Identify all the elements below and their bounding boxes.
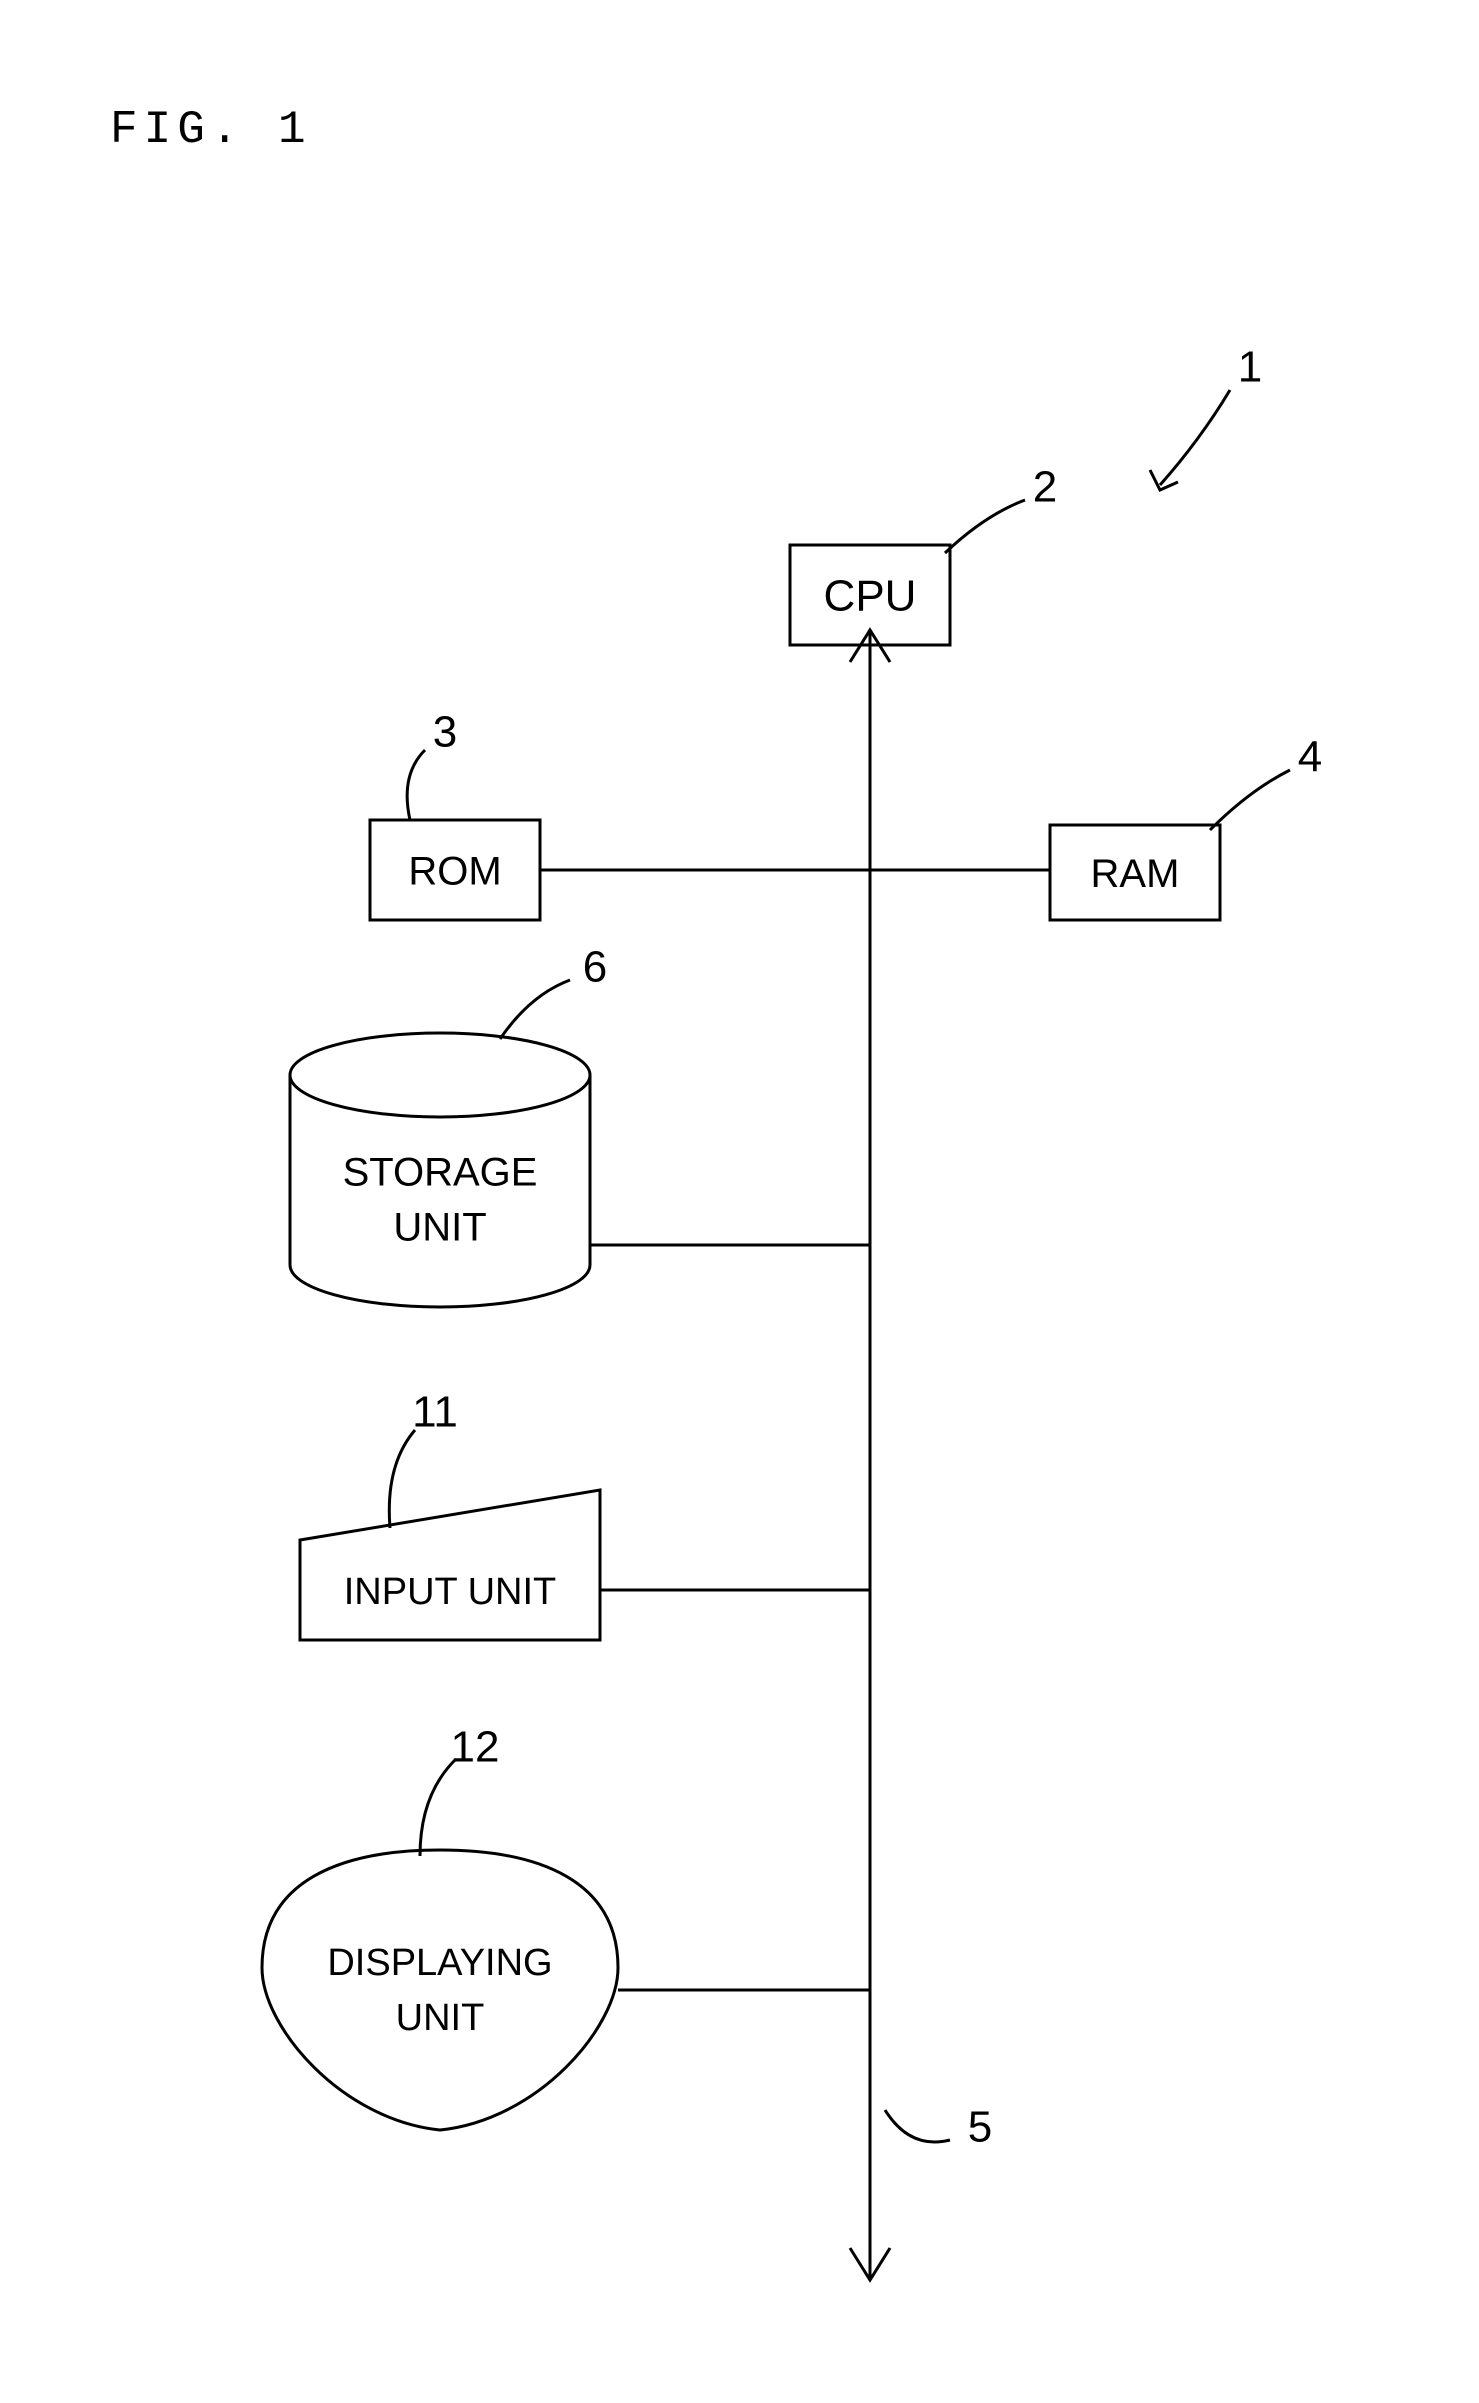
ram-ref: 4 <box>1298 733 1322 782</box>
node-ram <box>870 770 1290 920</box>
display-label-1: DISPLAYING <box>327 1942 552 1984</box>
node-storage <box>290 980 870 1307</box>
system-ref <box>1150 390 1230 490</box>
bus-line <box>850 630 950 2280</box>
ram-label: RAM <box>1091 852 1180 896</box>
rom-label: ROM <box>408 850 501 894</box>
cpu-label: CPU <box>824 572 917 621</box>
input-ref: 11 <box>412 1388 458 1437</box>
svg-text:1: 1 <box>1238 343 1262 392</box>
display-label-2: UNIT <box>396 1997 485 2039</box>
storage-ref: 6 <box>583 943 607 992</box>
rom-ref: 3 <box>433 708 457 757</box>
cpu-ref: 2 <box>1033 463 1057 512</box>
storage-label-2: UNIT <box>393 1206 486 1250</box>
input-label: INPUT UNIT <box>344 1571 557 1613</box>
node-rom <box>370 750 870 920</box>
storage-label-1: STORAGE <box>343 1151 538 1195</box>
figure-title: FIG. 1 <box>110 104 312 156</box>
bus-ref: 5 <box>968 2103 992 2152</box>
display-ref: 12 <box>451 1723 500 1772</box>
